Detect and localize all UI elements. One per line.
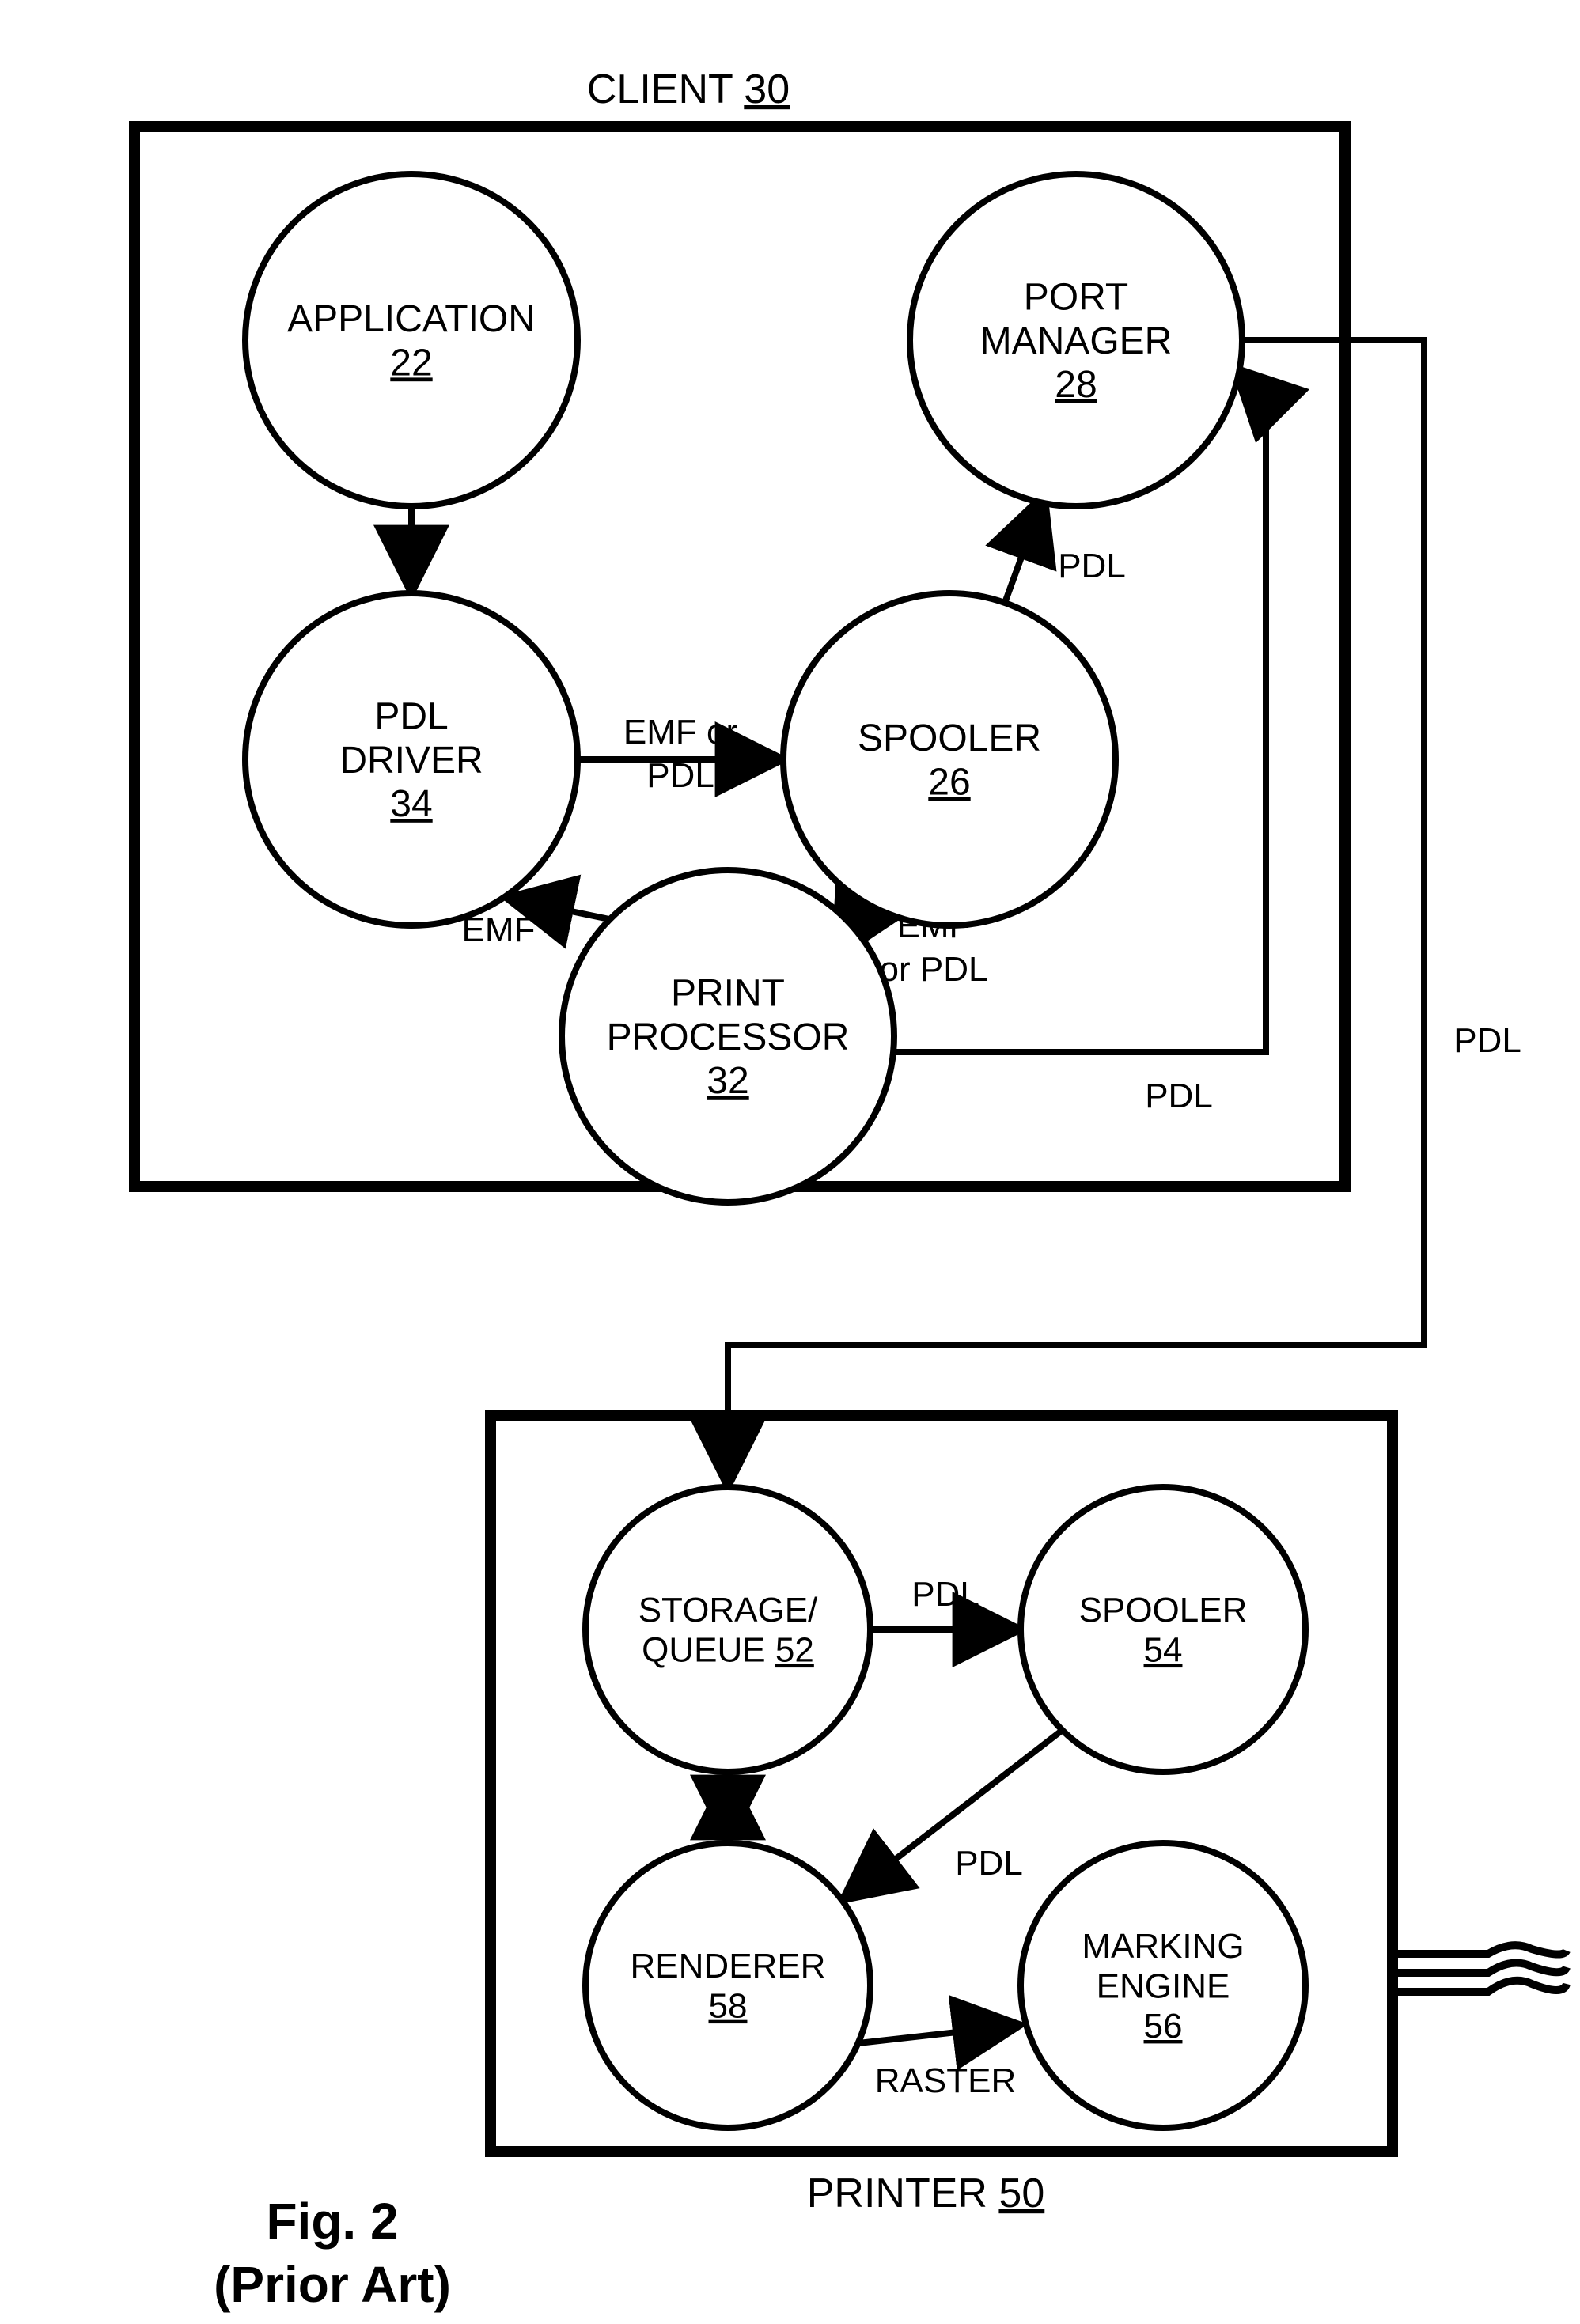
node-pdl_driver-label-1: DRIVER [339, 740, 483, 782]
paper-output-line-2 [1392, 1981, 1567, 1992]
node-print_processor-label-1: PROCESSOR [607, 1016, 850, 1058]
edge-pp_to_port-label: PDL [1145, 1077, 1213, 1115]
node-pdl_driver: PDLDRIVER34 [245, 593, 578, 925]
node-marking_engine-label-0: MARKING [1082, 1927, 1244, 1966]
figure-caption-line2: (Prior Art) [214, 2256, 451, 2313]
node-port_manager-label-1: MANAGER [980, 320, 1173, 362]
node-application: APPLICATION22 [245, 174, 578, 506]
edge-spooler_to_pp-label2: or PDL [880, 950, 988, 989]
node-storage_queue-label-0: STORAGE/ [638, 1591, 818, 1629]
edge-renderer_to_marking [858, 2025, 1021, 2043]
node-marking_engine-label-2: 56 [1144, 2007, 1183, 2046]
node-renderer-label-1: 58 [709, 1987, 748, 2026]
node-marking_engine: MARKINGENGINE56 [1021, 1843, 1305, 2128]
edge-spooler2_to_renderer-label: PDL [955, 1844, 1023, 1883]
edge-spooler_to_port-label: PDL [1058, 547, 1126, 585]
node-port_manager-label-2: 28 [1055, 364, 1097, 406]
paper-output-line-0 [1392, 1945, 1567, 1954]
node-spooler_printer-label-0: SPOOLER [1079, 1591, 1248, 1629]
node-pdl_driver-label-2: 34 [390, 783, 432, 825]
node-storage_queue: STORAGE/QUEUE 52 [585, 1487, 870, 1772]
node-spooler_client-label-1: 26 [928, 761, 970, 803]
edge-storage_to_spooler2-label: PDL [911, 1575, 979, 1614]
client-title: CLIENT 30 [587, 66, 790, 112]
node-application-label-0: APPLICATION [287, 298, 536, 340]
node-port_manager-label-0: PORT [1024, 277, 1128, 319]
node-spooler_printer-label-1: 54 [1144, 1631, 1183, 1670]
node-spooler_printer: SPOOLER54 [1021, 1487, 1305, 1772]
paper-output-line-1 [1392, 1963, 1567, 1974]
edge-driver_to_spooler-label2: PDL [646, 756, 714, 795]
figure-caption-line1: Fig. 2 [266, 2193, 398, 2250]
node-renderer-label-0: RENDERER [631, 1947, 826, 1985]
node-storage_queue-label-1: QUEUE 52 [642, 1631, 814, 1670]
edge-renderer_to_marking-label: RASTER [875, 2061, 1016, 2100]
node-print_processor: PRINTPROCESSOR32 [562, 870, 894, 1202]
node-print_processor-label-0: PRINT [671, 973, 785, 1015]
edge-spooler2_to_renderer [843, 1730, 1063, 1900]
node-print_processor-label-2: 32 [707, 1060, 748, 1102]
node-marking_engine-label-1: ENGINE [1097, 1966, 1230, 2005]
node-port_manager: PORTMANAGER28 [910, 174, 1242, 506]
edge-spooler_to_port [1005, 494, 1044, 603]
node-spooler_client-label-0: SPOOLER [858, 717, 1041, 759]
diagram-canvas: CLIENT 30PRINTER 50 EMF orPDLPDLEMFor PD… [0, 0, 1580, 2324]
edge-port_to_printer-label: PDL [1453, 1021, 1521, 1060]
node-application-label-1: 22 [390, 342, 432, 384]
edge-driver_to_spooler-label: EMF or [623, 713, 737, 751]
node-pdl_driver-label-0: PDL [374, 696, 448, 738]
node-spooler_client: SPOOLER26 [783, 593, 1116, 925]
printer-title: PRINTER 50 [807, 2171, 1045, 2216]
node-renderer: RENDERER58 [585, 1843, 870, 2128]
